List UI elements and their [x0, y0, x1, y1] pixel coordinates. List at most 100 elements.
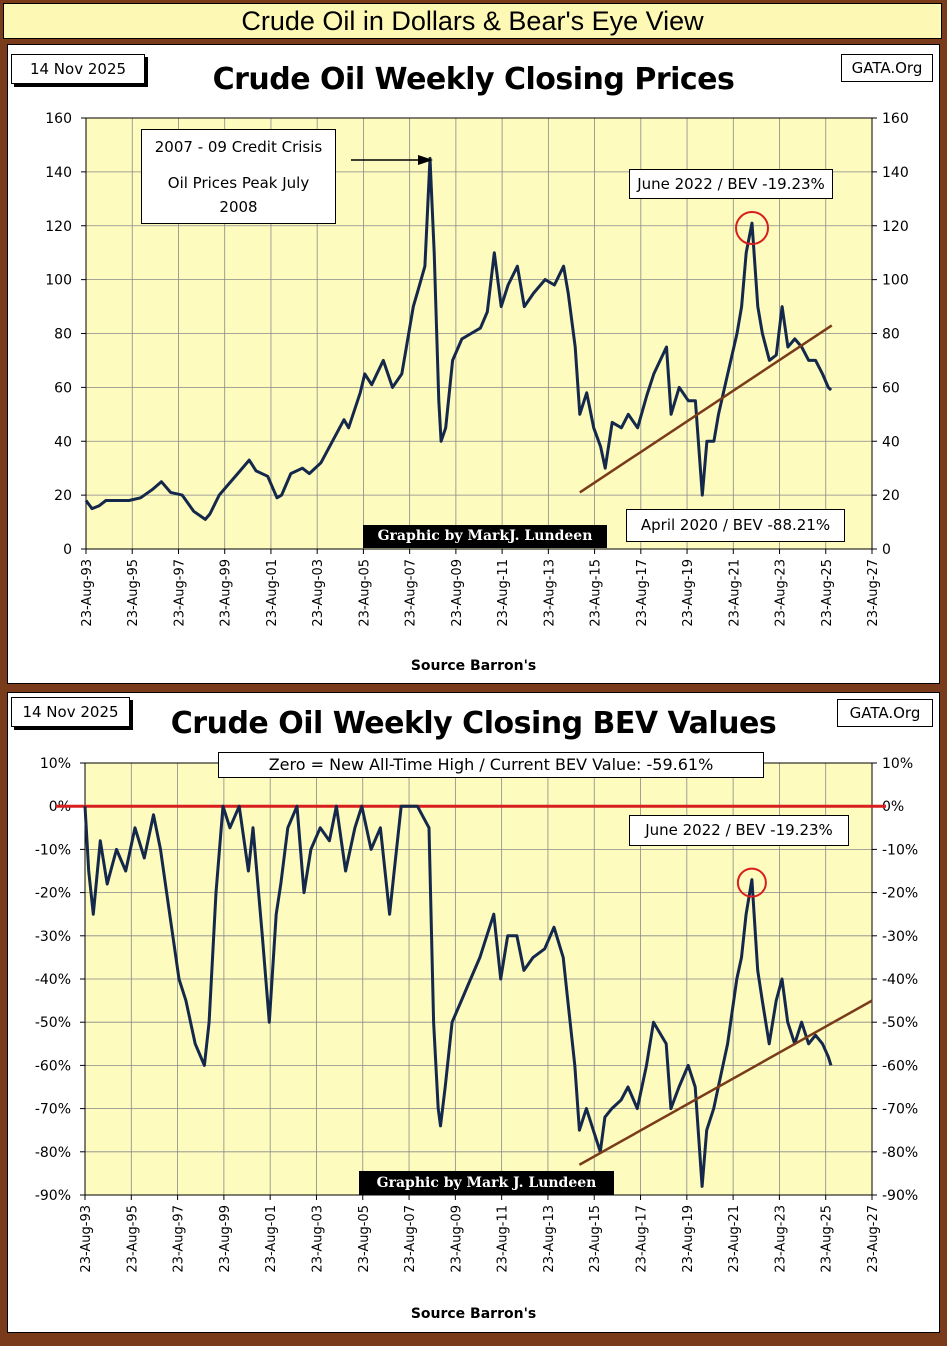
bev-ytick-label-left: -60% [35, 1058, 71, 1074]
bev-ytick-label-right: 0% [882, 799, 904, 815]
price-ytick-label-right: 120 [882, 219, 909, 235]
bev-ytick-label-left: -20% [35, 886, 71, 902]
bev-chart-panel: -90% -90% -80% -80% -70% -70% -60% -60% -50% -50%… [7, 692, 940, 1333]
credit-crisis-line2: Oil Prices Peak July [167, 174, 310, 192]
bev-xtick-label: 23-Aug-15 [588, 1205, 603, 1273]
credit-crisis-annotation: 2007 - 09 Credit Crisis Oil Prices Peak … [141, 129, 336, 224]
price-ytick-label-right: 40 [882, 434, 900, 450]
bev-ytick-label-left: 10% [40, 756, 71, 772]
bev-xtick-label: 23-Aug-23 [773, 1205, 788, 1273]
price-xtick-label: 23-Aug-05 [357, 559, 372, 627]
price-xtick-label: 23-Aug-27 [866, 559, 881, 627]
price-ytick-label-left: 0 [63, 542, 72, 558]
bev-xtick-label: 23-Aug-99 [218, 1205, 233, 1273]
price-ytick-label-right: 140 [882, 165, 909, 181]
price-ytick-label-left: 80 [54, 327, 72, 343]
bev-xtick-label: 23-Aug-01 [264, 1205, 279, 1273]
price-xtick-label: 23-Aug-07 [404, 559, 419, 627]
price-xtick-label: 23-Aug-09 [450, 559, 465, 627]
bev-ytick-label-left: -90% [35, 1188, 71, 1204]
bev-chart-title: Crude Oil Weekly Closing BEV Values [170, 706, 777, 741]
bev-ytick-label-left: -10% [35, 842, 71, 858]
price-ytick-label-left: 140 [45, 165, 72, 181]
current-bev-annotation: Zero = New All-Time High / Current BEV V… [218, 752, 764, 778]
price-ytick-label-right: 160 [882, 111, 909, 127]
price-xtick-label: 23-Aug-11 [496, 559, 511, 627]
credit-crisis-line3: 2008 [219, 198, 258, 216]
price-xtick-label: 23-Aug-03 [311, 559, 326, 627]
bev-chart-date: 14 Nov 2025 [11, 697, 130, 727]
price-xtick-label: 23-Aug-01 [265, 559, 280, 627]
bev-xtick-label: 23-Aug-25 [820, 1205, 835, 1273]
price-xtick-label: 23-Aug-99 [219, 559, 234, 627]
credit-crisis-line1: 2007 - 09 Credit Crisis [154, 138, 323, 156]
bev-ytick-label-right: -50% [882, 1015, 918, 1031]
bev-ytick-label-right: -30% [882, 929, 918, 945]
price-chart-credit: Graphic by MarkJ. Lundeen [363, 525, 607, 548]
bev-chart-site: GATA.Org [837, 699, 933, 727]
price-ytick-label-right: 80 [882, 327, 900, 343]
price-chart-title: Crude Oil Weekly Closing Prices [212, 62, 735, 97]
bev-trendline [578, 999, 873, 1166]
bev-ytick-label-left: -40% [35, 972, 71, 988]
bev-xtick-label: 23-Aug-05 [357, 1205, 372, 1273]
bev-xtick-label: 23-Aug-03 [310, 1205, 325, 1273]
price-xtick-label: 23-Aug-23 [774, 559, 789, 627]
peak-arrow-head [418, 155, 433, 165]
page-banner-title: Crude Oil in Dollars & Bear's Eye View [3, 3, 942, 39]
price-xtick-label: 23-Aug-19 [681, 559, 696, 627]
bev-xtick-label: 23-Aug-13 [542, 1205, 557, 1273]
bev-xtick-label: 23-Aug-95 [125, 1205, 140, 1273]
june-2022-bev-annotation: June 2022 / BEV -19.23% [629, 815, 849, 846]
price-ytick-label-right: 60 [882, 380, 900, 396]
bev-ytick-label-left: -80% [35, 1145, 71, 1161]
bev-ytick-label-right: -40% [882, 972, 918, 988]
price-xtick-label: 23-Aug-93 [80, 559, 95, 627]
price-ytick-label-left: 100 [45, 273, 72, 289]
price-xtick-label: 23-Aug-13 [542, 559, 557, 627]
bev-ytick-label-right: -90% [882, 1188, 918, 1204]
bev-ytick-label-left: -50% [35, 1015, 71, 1031]
bev-ytick-label-right: -60% [882, 1058, 918, 1074]
price-xtick-label: 23-Aug-17 [635, 559, 650, 627]
bev-xtick-label: 23-Aug-21 [727, 1205, 742, 1273]
price-xtick-label: 23-Aug-97 [172, 559, 187, 627]
price-series-line [84, 156, 833, 521]
bev-ytick-label-right: -80% [882, 1145, 918, 1161]
april-2020-annotation: April 2020 / BEV -88.21% [626, 509, 845, 542]
bev-xtick-label: 23-Aug-97 [172, 1205, 187, 1273]
bev-ytick-label-left: -30% [35, 929, 71, 945]
price-ytick-label-left: 20 [54, 488, 72, 504]
price-ytick-label-right: 0 [882, 542, 891, 558]
bev-ytick-label-right: -70% [882, 1102, 918, 1118]
bev-xtick-label: 23-Aug-19 [681, 1205, 696, 1273]
bev-xtick-label: 23-Aug-93 [79, 1205, 94, 1273]
bev-series-line [83, 804, 833, 1188]
price-chart-site: GATA.Org [841, 54, 933, 82]
price-xtick-label: 23-Aug-25 [820, 559, 835, 627]
june-2022-annotation: June 2022 / BEV -19.23% [629, 169, 833, 199]
bev-ytick-label-right: -10% [882, 842, 918, 858]
price-chart-panel: 0 0 20 20 40 40 60 60 80 80 100 100 120 120 140 140 160 1… [7, 44, 940, 684]
price-xtick-label: 23-Aug-15 [589, 559, 604, 627]
price-ytick-label-right: 20 [882, 488, 900, 504]
bev-chart-source: Source Barron's [410, 1306, 537, 1322]
price-xtick-label: 23-Aug-21 [727, 559, 742, 627]
bev-xtick-label: 23-Aug-17 [635, 1205, 650, 1273]
price-chart-date: 14 Nov 2025 [11, 54, 145, 84]
bev-xtick-label: 23-Aug-09 [449, 1205, 464, 1273]
price-chart-source: Source Barron's [410, 658, 537, 674]
bev-xtick-label: 23-Aug-11 [496, 1205, 511, 1273]
price-ytick-label-left: 160 [45, 111, 72, 127]
price-ytick-label-right: 100 [882, 273, 909, 289]
bev-chart-credit: Graphic by Mark J. Lundeen [359, 1171, 614, 1195]
price-ytick-label-left: 120 [45, 219, 72, 235]
price-ytick-label-left: 40 [54, 434, 72, 450]
bev-ytick-label-right: 10% [882, 756, 913, 772]
price-xtick-label: 23-Aug-95 [126, 559, 141, 627]
price-trendline [579, 324, 833, 494]
bev-ytick-label-right: -20% [882, 886, 918, 902]
price-ytick-label-left: 60 [54, 380, 72, 396]
bev-ytick-label-left: -70% [35, 1102, 71, 1118]
june-2022-circle [735, 211, 770, 246]
